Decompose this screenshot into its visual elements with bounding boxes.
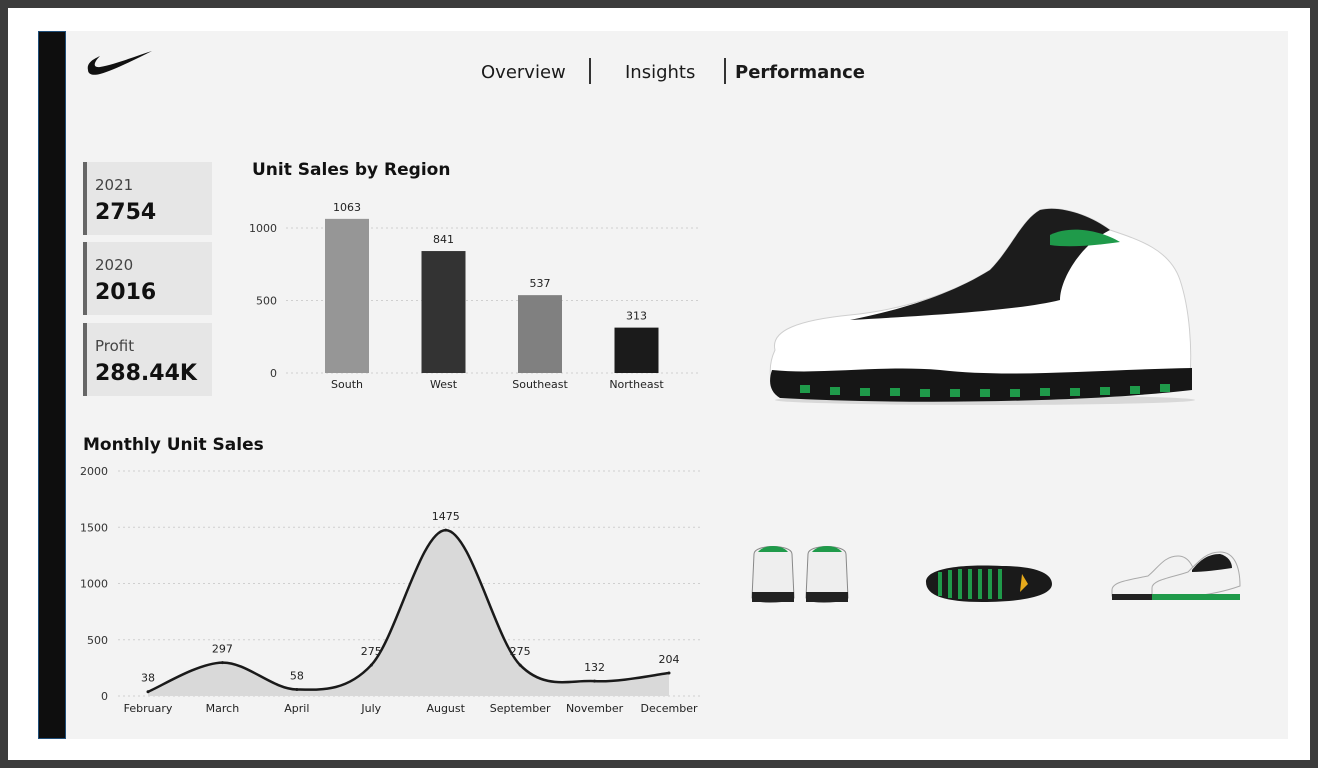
sole-pattern [800, 384, 1170, 397]
kpi-value: 2016 [95, 280, 157, 305]
shoe-main-image [769, 208, 1195, 405]
nav-divider [724, 58, 726, 84]
data-label: 841 [433, 233, 454, 246]
bar [518, 295, 562, 373]
sidebar [38, 31, 66, 739]
nav-divider [589, 58, 591, 84]
area-chart-title: Monthly Unit Sales [83, 435, 264, 455]
y-tick-label: 1500 [80, 521, 108, 534]
data-label: 297 [212, 643, 233, 656]
y-tick-label: 0 [270, 367, 277, 380]
data-label: 537 [530, 277, 551, 290]
series-line [147, 528, 670, 693]
y-tick-label: 1000 [80, 578, 108, 591]
data-point [220, 661, 224, 665]
x-tick-label: December [640, 702, 698, 715]
data-label: 58 [290, 669, 304, 682]
kpi-label: 2021 [95, 176, 134, 194]
data-label: 313 [626, 310, 647, 323]
x-tick-label: September [490, 702, 551, 715]
y-tick-label: 500 [256, 295, 277, 308]
data-point [369, 663, 373, 667]
shoe-thumbnail-sole [926, 565, 1052, 602]
data-label: 38 [141, 672, 155, 685]
x-tick-label: Southeast [512, 378, 568, 391]
data-label: 1475 [432, 510, 460, 523]
area-fill [148, 530, 669, 696]
y-tick-label: 1000 [249, 222, 277, 235]
data-point [295, 687, 299, 691]
x-tick-label: July [360, 702, 381, 715]
tab-overview[interactable]: Overview [481, 62, 566, 83]
x-tick-label: March [206, 702, 240, 715]
x-tick-label: Northeast [609, 378, 664, 391]
kpi-label: Profit [95, 337, 135, 355]
kpi-card-profit: Profit 288.44K [83, 323, 212, 396]
tab-performance[interactable]: Performance [735, 62, 865, 83]
tab-insights[interactable]: Insights [625, 62, 696, 83]
y-tick-label: 500 [87, 634, 108, 647]
data-point [444, 528, 448, 532]
x-tick-label: West [430, 378, 458, 391]
data-label: 275 [361, 645, 382, 658]
x-tick-label: April [284, 702, 309, 715]
x-tick-label: South [331, 378, 363, 391]
data-point [518, 663, 522, 667]
data-label: 1063 [333, 201, 361, 214]
data-point [667, 671, 671, 675]
shoe-thumbnail-back [751, 546, 849, 603]
bar [614, 327, 659, 373]
bar [421, 251, 466, 373]
x-tick-label: August [426, 702, 465, 715]
shoe-thumbnail-pair [1111, 551, 1241, 600]
data-label: 132 [584, 661, 605, 674]
kpi-card-2020: 2020 2016 [83, 242, 212, 315]
y-tick-label: 2000 [80, 465, 108, 478]
kpi-card-2021: 2021 2754 [83, 162, 212, 235]
kpi-value: 288.44K [95, 361, 197, 386]
data-label: 275 [510, 645, 531, 658]
data-point [146, 690, 150, 694]
swoosh-logo [87, 51, 152, 75]
kpi-label: 2020 [95, 256, 134, 274]
kpi-value: 2754 [95, 200, 157, 225]
x-tick-label: February [124, 702, 173, 715]
y-tick-label: 0 [101, 690, 108, 703]
x-tick-label: November [566, 702, 624, 715]
bar [325, 218, 369, 373]
bar-chart-title: Unit Sales by Region [252, 160, 451, 180]
data-point [593, 679, 597, 683]
data-label: 204 [659, 653, 680, 666]
